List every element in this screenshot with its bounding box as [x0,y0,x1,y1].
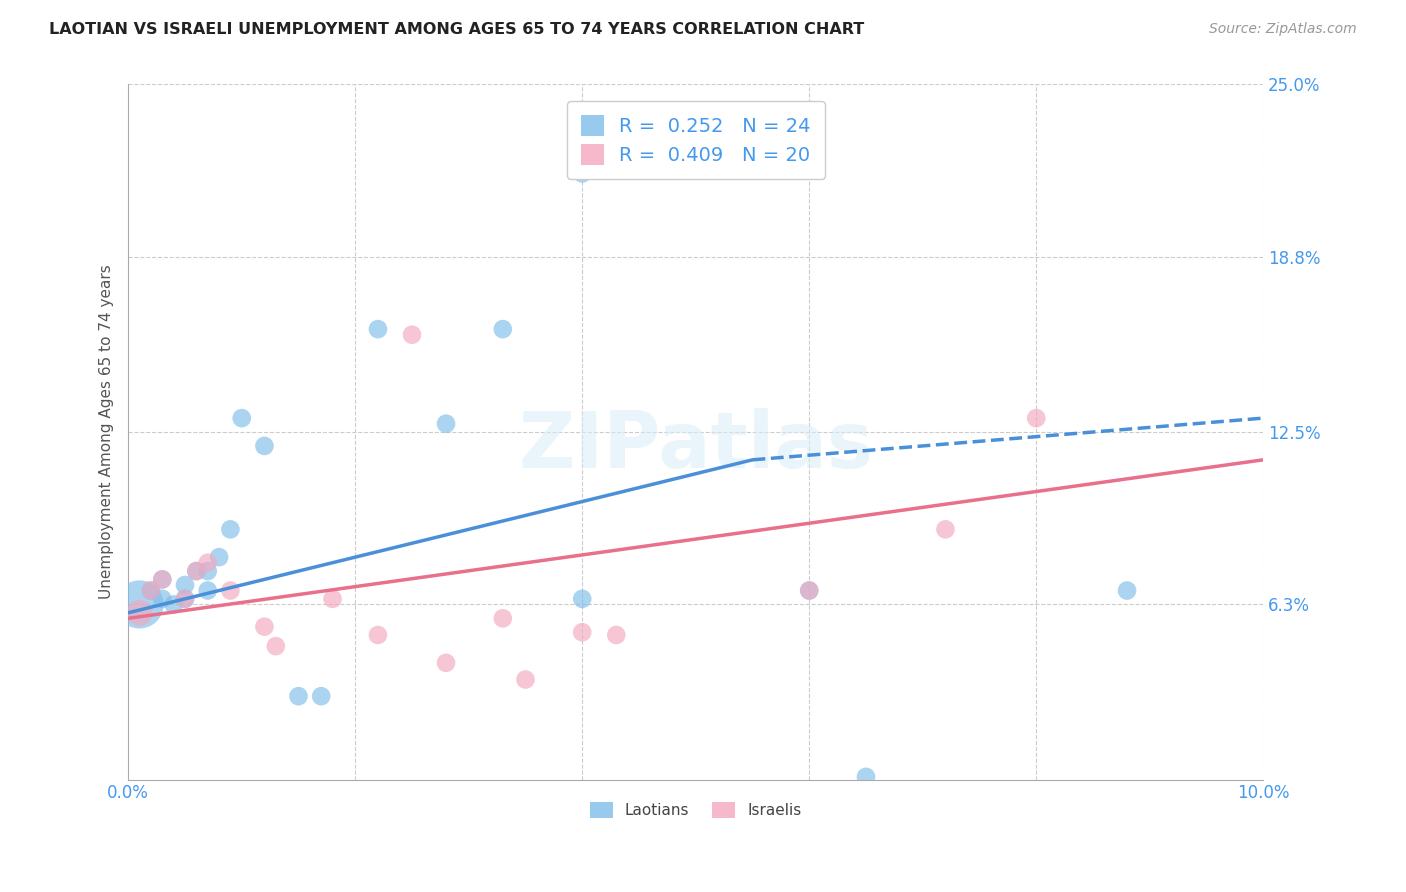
Point [197,583,219,598]
Point [139,583,162,598]
Point [186,564,208,578]
Point [855,770,877,784]
Point [174,591,197,606]
Point [434,656,457,670]
Point [264,639,287,653]
Point [253,439,276,453]
Point [605,628,627,642]
Point [799,583,821,598]
Point [571,166,593,180]
Point [186,564,208,578]
Point [934,522,956,536]
Point [287,689,309,703]
Point [322,591,344,606]
Point [139,583,162,598]
Point [163,598,186,612]
Point [492,322,515,336]
Point [150,573,173,587]
Text: LAOTIAN VS ISRAELI UNEMPLOYMENT AMONG AGES 65 TO 74 YEARS CORRELATION CHART: LAOTIAN VS ISRAELI UNEMPLOYMENT AMONG AG… [49,22,865,37]
Legend: Laotians, Israelis: Laotians, Israelis [583,796,808,824]
Point [309,689,332,703]
Point [571,625,593,640]
Point [219,583,242,598]
Point [253,620,276,634]
Point [197,556,219,570]
Text: ZIPatlas: ZIPatlas [519,408,873,484]
Y-axis label: Unemployment Among Ages 65 to 74 years: Unemployment Among Ages 65 to 74 years [100,265,114,599]
Point [174,578,197,592]
Point [128,598,150,612]
Text: Source: ZipAtlas.com: Source: ZipAtlas.com [1209,22,1357,37]
Point [128,606,150,620]
Point [1025,411,1047,425]
Point [197,564,219,578]
Point [434,417,457,431]
Point [571,591,593,606]
Point [150,573,173,587]
Point [231,411,253,425]
Point [150,591,173,606]
Point [1116,583,1139,598]
Point [208,550,231,565]
Point [174,591,197,606]
Point [219,522,242,536]
Point [799,583,821,598]
Point [367,322,389,336]
Point [515,673,537,687]
Point [492,611,515,625]
Point [367,628,389,642]
Point [401,327,423,342]
